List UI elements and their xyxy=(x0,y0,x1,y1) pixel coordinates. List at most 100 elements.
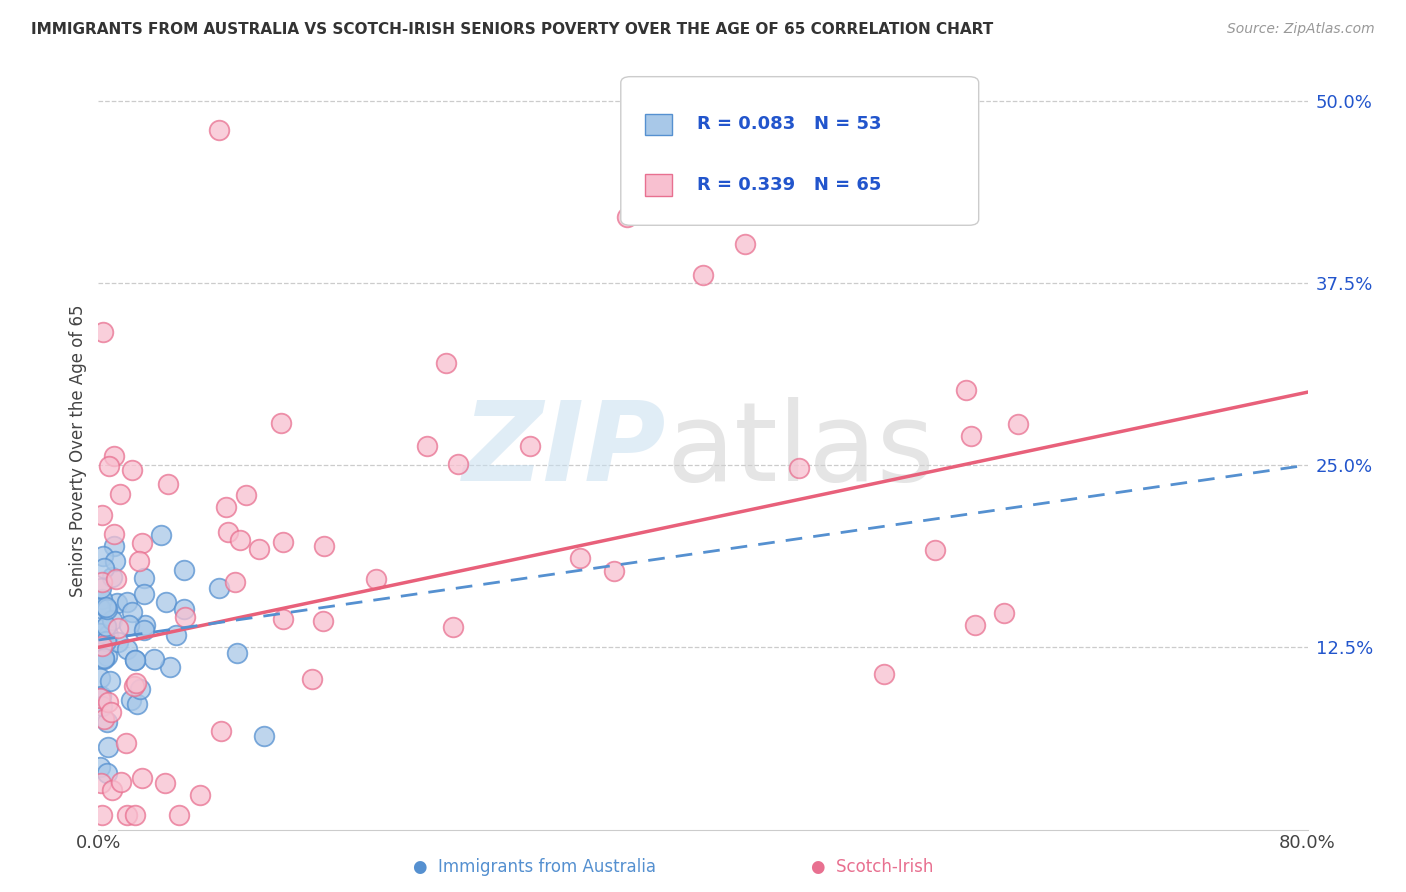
Point xyxy=(270,416,292,430)
Point xyxy=(107,621,129,635)
Point xyxy=(89,690,111,705)
Point xyxy=(134,618,156,632)
Point xyxy=(91,639,114,653)
Point xyxy=(125,697,148,711)
Point xyxy=(125,676,148,690)
Point xyxy=(173,563,195,577)
Point xyxy=(91,549,114,563)
Point xyxy=(132,624,155,638)
Point xyxy=(156,476,179,491)
Point xyxy=(96,648,118,663)
Point xyxy=(142,652,165,666)
Point xyxy=(224,575,246,590)
Point xyxy=(101,614,124,628)
Point xyxy=(568,550,591,565)
Point xyxy=(416,439,439,453)
Point xyxy=(993,607,1015,621)
Point xyxy=(90,508,112,523)
Point xyxy=(121,463,143,477)
Point xyxy=(98,459,121,474)
Point xyxy=(174,610,197,624)
Point xyxy=(89,671,111,685)
Point xyxy=(104,554,127,568)
Point xyxy=(924,543,946,558)
Point xyxy=(159,659,181,673)
Point xyxy=(271,612,294,626)
Point xyxy=(165,628,187,642)
Point xyxy=(960,428,983,442)
Point xyxy=(1007,417,1029,431)
Bar xyxy=(645,114,672,135)
Point xyxy=(215,500,238,514)
Point xyxy=(122,679,145,693)
Text: ●  Immigrants from Australia: ● Immigrants from Australia xyxy=(413,858,655,876)
Point xyxy=(447,458,470,472)
Point xyxy=(110,775,132,789)
Point xyxy=(117,808,139,822)
Point xyxy=(103,539,125,553)
Point xyxy=(93,651,115,665)
Point xyxy=(225,647,247,661)
Point xyxy=(94,621,117,635)
Point xyxy=(131,771,153,785)
Point xyxy=(115,736,138,750)
Point xyxy=(155,776,177,790)
Point xyxy=(965,618,987,632)
Point xyxy=(120,693,142,707)
Point xyxy=(208,581,231,595)
Point xyxy=(117,641,139,656)
Point xyxy=(519,439,541,453)
Point xyxy=(312,615,335,629)
Point xyxy=(167,808,190,822)
Point xyxy=(101,570,124,584)
Point xyxy=(124,653,146,667)
Point xyxy=(616,210,638,224)
Point xyxy=(94,634,117,648)
Point xyxy=(434,356,457,370)
Point xyxy=(108,486,131,500)
Point xyxy=(90,689,112,703)
Point xyxy=(89,625,111,640)
Point xyxy=(90,808,112,822)
Point xyxy=(94,619,117,633)
Point xyxy=(98,674,121,689)
Point xyxy=(873,667,896,681)
Point xyxy=(734,236,756,251)
Point xyxy=(103,449,125,463)
Text: R = 0.083   N = 53: R = 0.083 N = 53 xyxy=(697,115,882,134)
Y-axis label: Seniors Poverty Over the Age of 65: Seniors Poverty Over the Age of 65 xyxy=(69,304,87,597)
Point xyxy=(247,542,270,557)
Point xyxy=(96,714,118,729)
Point xyxy=(96,601,118,615)
Point xyxy=(96,766,118,780)
Point xyxy=(97,695,120,709)
Point xyxy=(124,808,146,822)
Point xyxy=(131,536,153,550)
Point xyxy=(955,384,977,398)
Point xyxy=(90,698,112,713)
Point xyxy=(208,122,231,136)
Point xyxy=(312,539,335,553)
Point xyxy=(121,606,143,620)
Text: ZIP: ZIP xyxy=(463,397,666,504)
Text: atlas: atlas xyxy=(666,397,935,504)
Point xyxy=(188,788,211,802)
Point xyxy=(271,534,294,549)
Point xyxy=(101,783,124,797)
Point xyxy=(103,527,125,541)
Point xyxy=(124,653,146,667)
Point xyxy=(105,596,128,610)
Point xyxy=(97,739,120,754)
Point xyxy=(692,268,714,283)
Point xyxy=(100,706,122,720)
Point xyxy=(118,618,141,632)
Text: ●  Scotch-Irish: ● Scotch-Irish xyxy=(810,858,934,876)
Point xyxy=(91,592,114,607)
Point xyxy=(128,554,150,568)
Point xyxy=(90,575,112,590)
Point xyxy=(229,533,252,547)
Point xyxy=(129,682,152,697)
Point xyxy=(253,729,276,743)
Point xyxy=(132,571,155,585)
Point xyxy=(603,564,626,578)
